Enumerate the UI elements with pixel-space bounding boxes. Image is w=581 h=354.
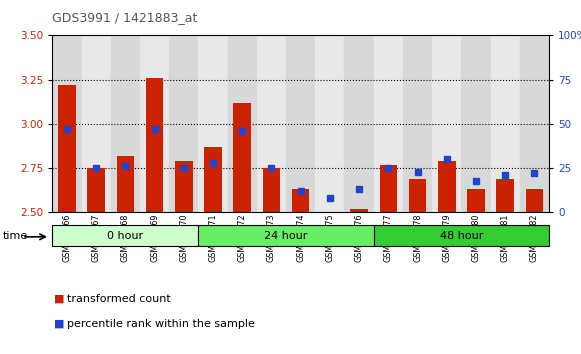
Bar xyxy=(205,147,222,212)
Bar xyxy=(379,165,397,212)
Bar xyxy=(111,35,140,212)
Text: 48 hour: 48 hour xyxy=(440,231,483,241)
Bar xyxy=(58,85,76,212)
Bar xyxy=(345,35,374,212)
Bar xyxy=(146,78,163,212)
Bar xyxy=(490,35,520,212)
Text: ■: ■ xyxy=(54,294,64,304)
Bar xyxy=(198,35,228,212)
Bar xyxy=(526,189,543,212)
Bar xyxy=(117,156,134,212)
Bar xyxy=(520,35,549,212)
Bar xyxy=(292,189,310,212)
Text: ■: ■ xyxy=(54,319,64,329)
Bar xyxy=(175,161,192,212)
Text: transformed count: transformed count xyxy=(67,294,171,304)
Bar xyxy=(81,35,111,212)
Bar xyxy=(257,35,286,212)
Text: 0 hour: 0 hour xyxy=(107,231,144,241)
Bar xyxy=(374,225,549,246)
Bar xyxy=(409,179,426,212)
Bar xyxy=(432,35,461,212)
Text: 24 hour: 24 hour xyxy=(264,231,308,241)
Bar xyxy=(52,225,198,246)
Bar xyxy=(461,35,490,212)
Bar xyxy=(263,168,280,212)
Bar xyxy=(169,35,198,212)
Bar xyxy=(87,168,105,212)
Bar xyxy=(315,35,345,212)
Bar xyxy=(52,35,81,212)
Bar xyxy=(403,35,432,212)
Bar xyxy=(234,103,251,212)
Bar xyxy=(140,35,169,212)
Bar xyxy=(350,209,368,212)
Text: time: time xyxy=(3,232,28,241)
Text: percentile rank within the sample: percentile rank within the sample xyxy=(67,319,254,329)
Bar xyxy=(496,179,514,212)
Bar xyxy=(438,161,456,212)
Bar xyxy=(374,35,403,212)
Bar xyxy=(228,35,257,212)
Text: GDS3991 / 1421883_at: GDS3991 / 1421883_at xyxy=(52,11,198,24)
Bar xyxy=(198,225,374,246)
Bar xyxy=(467,189,485,212)
Bar xyxy=(286,35,315,212)
